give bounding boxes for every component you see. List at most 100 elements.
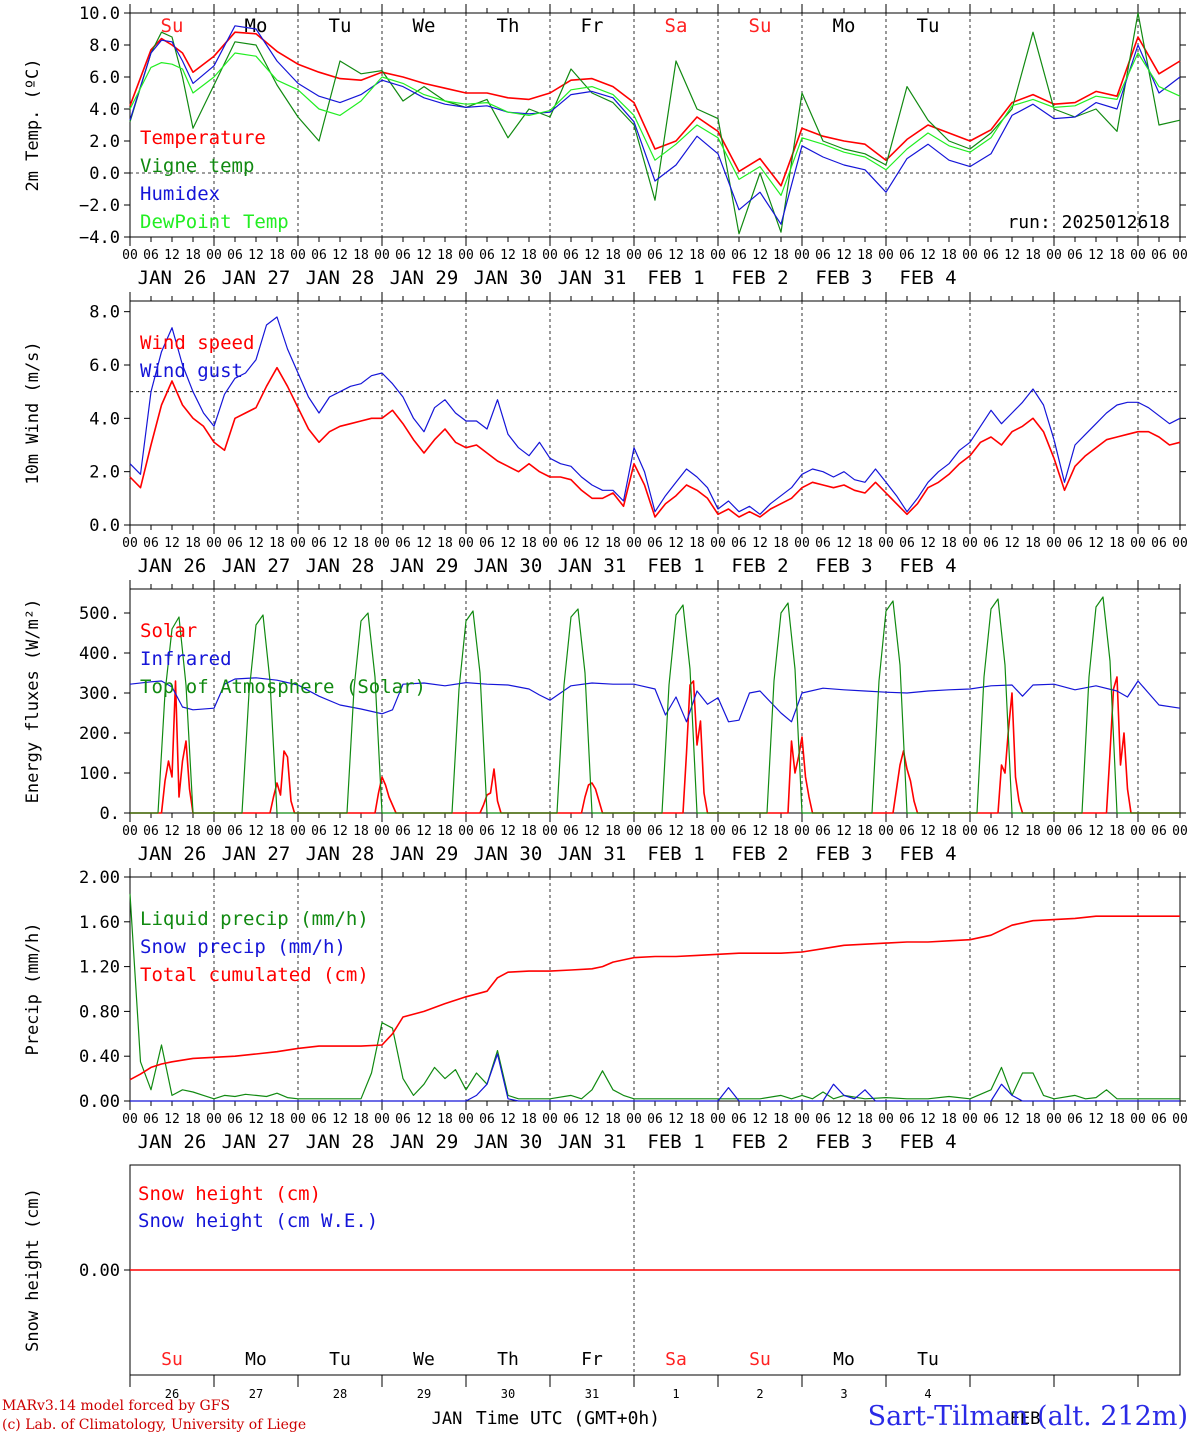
hour-tick-label: 00 bbox=[374, 248, 390, 263]
hour-tick-label: 00 bbox=[1130, 1112, 1146, 1127]
y-tick-label: 6.0 bbox=[89, 68, 120, 88]
run-label: run: 2025012618 bbox=[1007, 212, 1170, 233]
hour-tick-label: 00 bbox=[374, 1112, 390, 1127]
hour-tick-label: 00 bbox=[458, 248, 474, 263]
date-label: JAN 30 bbox=[474, 555, 543, 577]
date-label: JAN 27 bbox=[222, 267, 291, 289]
hour-tick-label: 06 bbox=[563, 248, 579, 263]
y-tick-label: 0.0 bbox=[89, 164, 120, 184]
hour-tick-label: 18 bbox=[521, 824, 537, 839]
hour-tick-label: 00 bbox=[710, 1112, 726, 1127]
hour-tick-label: 06 bbox=[311, 536, 327, 551]
date-label: FEB 2 bbox=[731, 555, 788, 577]
hour-tick-label: 00 bbox=[122, 1112, 138, 1127]
legend-entry: Wind gust bbox=[140, 360, 243, 382]
hour-tick-label: 00 bbox=[962, 536, 978, 551]
y-tick-label: 2.0 bbox=[89, 132, 120, 152]
hour-tick-label: 06 bbox=[563, 824, 579, 839]
hour-tick-label: 00 bbox=[878, 536, 894, 551]
hour-tick-label: 18 bbox=[605, 824, 621, 839]
day-number: 1 bbox=[672, 1387, 679, 1401]
hour-tick-label: 06 bbox=[983, 824, 999, 839]
date-label: FEB 2 bbox=[731, 1131, 788, 1153]
date-label: JAN 29 bbox=[390, 1131, 459, 1153]
series-humidex bbox=[129, 25, 1181, 225]
hour-tick-label: 12 bbox=[752, 824, 768, 839]
hour-tick-label: 12 bbox=[416, 536, 432, 551]
hour-tick-label: 06 bbox=[143, 536, 159, 551]
date-label: JAN 30 bbox=[474, 267, 543, 289]
hour-tick-label: 06 bbox=[647, 248, 663, 263]
hour-tick-label: 00 bbox=[290, 1112, 306, 1127]
y-axis-label: Snow height (cm) bbox=[23, 1188, 43, 1352]
hour-tick-label: 18 bbox=[521, 536, 537, 551]
day-number: 4 bbox=[924, 1387, 931, 1401]
weekday-label: Th bbox=[497, 15, 520, 37]
hour-tick-label: 06 bbox=[899, 248, 915, 263]
hour-tick-label: 00 bbox=[710, 248, 726, 263]
hour-tick-label: 18 bbox=[689, 536, 705, 551]
legend-entry: Wind speed bbox=[140, 332, 254, 354]
hour-tick-label: 06 bbox=[395, 248, 411, 263]
hour-tick-label: 00 bbox=[962, 824, 978, 839]
day-number: 2 bbox=[756, 1387, 763, 1401]
hour-tick-label: 18 bbox=[689, 1112, 705, 1127]
hour-tick-label: 00 bbox=[794, 536, 810, 551]
hour-tick-label: 00 bbox=[542, 248, 558, 263]
hour-tick-label: 12 bbox=[1088, 248, 1104, 263]
hour-tick-label: 18 bbox=[437, 824, 453, 839]
y-tick-label: 0.80 bbox=[79, 1002, 120, 1022]
date-label: JAN 26 bbox=[138, 1131, 207, 1153]
hour-tick-label: 12 bbox=[332, 824, 348, 839]
hour-tick-label: 18 bbox=[353, 536, 369, 551]
hour-tick-label: 06 bbox=[1067, 536, 1083, 551]
hour-tick-label: 06 bbox=[647, 1112, 663, 1127]
date-label: FEB 3 bbox=[815, 1131, 872, 1153]
hour-tick-label: 18 bbox=[1025, 1112, 1041, 1127]
hour-tick-label: 18 bbox=[605, 1112, 621, 1127]
weekday-label: Mo bbox=[833, 1349, 855, 1370]
y-tick-label: −4.0 bbox=[79, 228, 120, 248]
y-tick-label: 200. bbox=[79, 724, 120, 744]
hour-tick-label: 00 bbox=[374, 536, 390, 551]
hour-tick-label: 00 bbox=[1130, 824, 1146, 839]
hour-tick-label: 18 bbox=[773, 536, 789, 551]
date-label: JAN 26 bbox=[138, 843, 207, 865]
hour-tick-label: 12 bbox=[416, 824, 432, 839]
date-label: FEB 3 bbox=[815, 843, 872, 865]
hour-tick-label: 00 bbox=[878, 248, 894, 263]
y-tick-label: 100. bbox=[79, 764, 120, 784]
hour-tick-label: 06 bbox=[395, 824, 411, 839]
hour-tick-label: 06 bbox=[1067, 1112, 1083, 1127]
hour-tick-label: 18 bbox=[1025, 248, 1041, 263]
hour-tick-label: 12 bbox=[920, 1112, 936, 1127]
hour-tick-label: 00 bbox=[626, 824, 642, 839]
hour-tick-label: 18 bbox=[185, 824, 201, 839]
panel-frame bbox=[129, 588, 1181, 814]
hour-tick-label: 18 bbox=[437, 536, 453, 551]
y-tick-label: 10.0 bbox=[79, 4, 120, 24]
legend-entry: Total cumulated (cm) bbox=[140, 964, 369, 986]
y-tick-label: 4.0 bbox=[89, 409, 120, 429]
hour-tick-label: 12 bbox=[752, 536, 768, 551]
panel-5: 0.00 Snow height (cm) Snow height (cm) Snow… bbox=[23, 1164, 1181, 1429]
y-tick-label: 500. bbox=[79, 604, 120, 624]
hour-tick-label: 00 bbox=[626, 536, 642, 551]
hour-tick-label: 00 bbox=[374, 824, 390, 839]
hour-tick-label: 12 bbox=[668, 1112, 684, 1127]
y-axis-label: Precip (mm/h) bbox=[23, 922, 43, 1055]
month-label: FEB bbox=[1010, 1409, 1041, 1429]
legend-entry: Humidex bbox=[140, 183, 220, 205]
hour-tick-label: 06 bbox=[143, 824, 159, 839]
hour-tick-label: 12 bbox=[668, 248, 684, 263]
weekday-label: Fr bbox=[581, 15, 604, 37]
panel-4: 2.00 1.60 1.20 0.80 0.40 0.00 Precip (mm/h) 00 0… bbox=[23, 868, 1188, 1153]
series-liquid-precip-mm-h- bbox=[129, 893, 1180, 1100]
date-label: FEB 4 bbox=[899, 1131, 956, 1153]
hour-tick-label: 00 bbox=[206, 248, 222, 263]
hour-tick-label: 00 bbox=[962, 1112, 978, 1127]
hour-tick-label: 00 bbox=[122, 248, 138, 263]
hour-tick-label: 12 bbox=[1088, 824, 1104, 839]
day-number: 29 bbox=[417, 1387, 431, 1401]
